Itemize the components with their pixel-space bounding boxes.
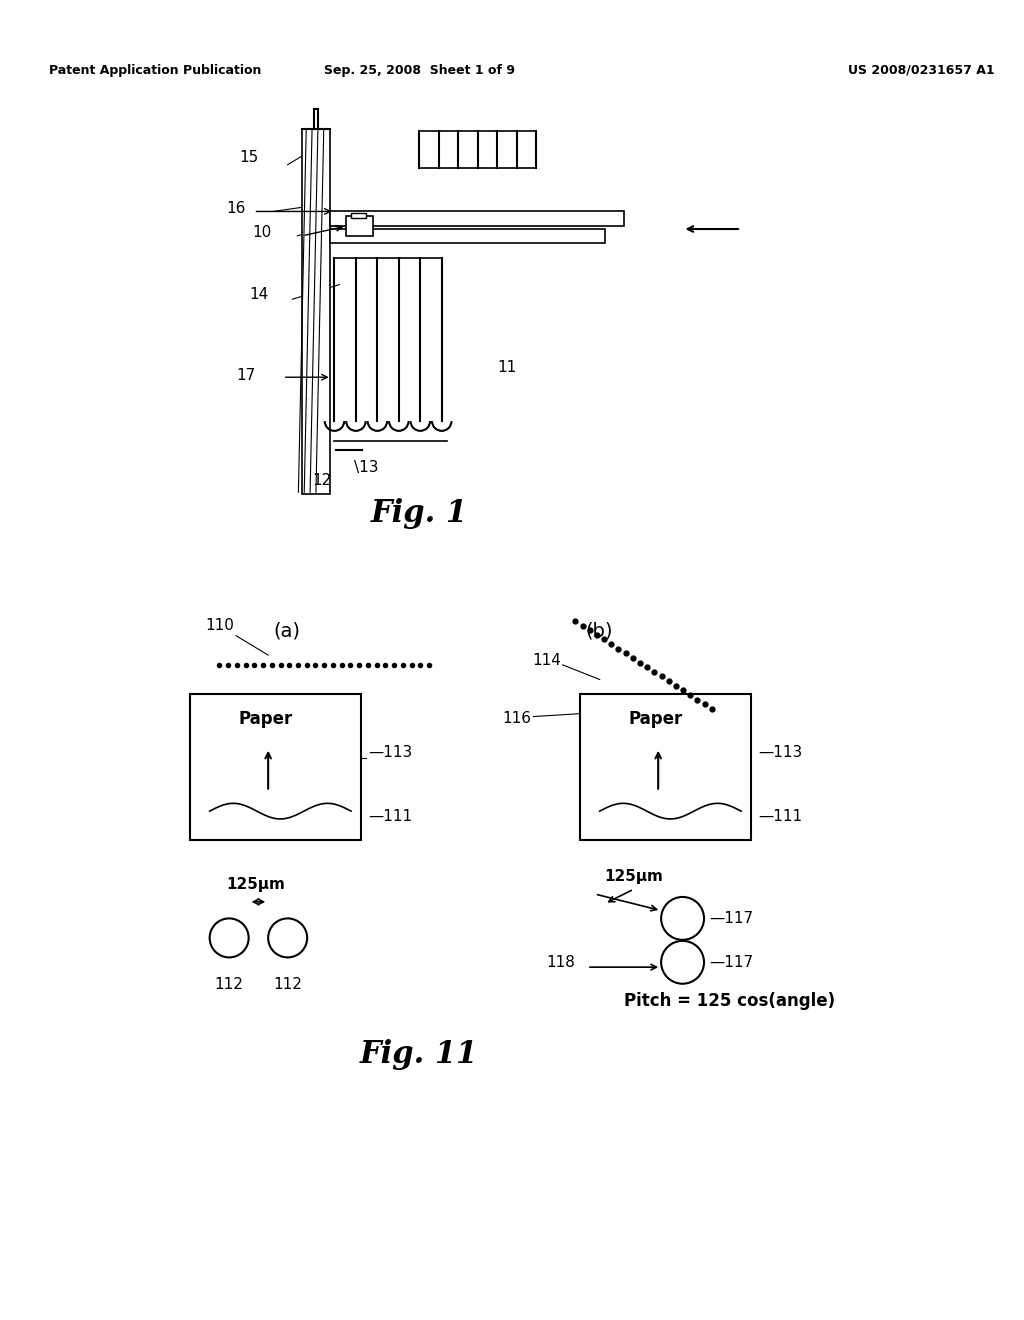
Text: 17: 17 <box>237 368 255 383</box>
Text: 14: 14 <box>249 286 268 302</box>
Text: Pitch = 125 cos(angle): Pitch = 125 cos(angle) <box>624 993 836 1010</box>
Text: —117: —117 <box>709 954 753 970</box>
Text: Patent Application Publication: Patent Application Publication <box>49 63 261 77</box>
Text: 125μm: 125μm <box>226 876 285 892</box>
Bar <box>330 211 624 226</box>
Text: —111: —111 <box>369 809 413 824</box>
FancyBboxPatch shape <box>581 694 751 841</box>
Text: (b): (b) <box>585 622 612 640</box>
Text: 16: 16 <box>226 201 246 216</box>
Text: —113: —113 <box>759 744 803 760</box>
Text: —117: —117 <box>709 911 753 925</box>
Text: 118: 118 <box>547 954 575 970</box>
Text: US 2008/0231657 A1: US 2008/0231657 A1 <box>848 63 995 77</box>
Text: Fig. 1: Fig. 1 <box>371 498 468 529</box>
Text: 116: 116 <box>503 711 531 726</box>
Text: (a): (a) <box>273 622 300 640</box>
Text: Fig. 11: Fig. 11 <box>360 1039 478 1071</box>
Text: Sep. 25, 2008  Sheet 1 of 9: Sep. 25, 2008 Sheet 1 of 9 <box>324 63 515 77</box>
Text: 112: 112 <box>215 977 244 991</box>
FancyBboxPatch shape <box>190 694 360 841</box>
Text: 110: 110 <box>205 618 234 634</box>
Text: 114: 114 <box>531 652 561 668</box>
Text: Paper: Paper <box>239 710 293 727</box>
Bar <box>330 228 604 243</box>
Text: Paper: Paper <box>628 710 682 727</box>
Text: 112: 112 <box>273 977 302 991</box>
Bar <box>351 214 366 218</box>
Text: 125μm: 125μm <box>604 869 664 884</box>
Text: 12: 12 <box>312 473 332 488</box>
Bar <box>302 128 330 494</box>
Text: \13: \13 <box>354 461 379 475</box>
Text: —113: —113 <box>369 744 413 760</box>
Text: 15: 15 <box>240 150 258 165</box>
Text: 11: 11 <box>498 360 516 375</box>
Bar <box>346 216 374 236</box>
Text: 10: 10 <box>252 226 271 240</box>
Text: —111: —111 <box>759 809 803 824</box>
